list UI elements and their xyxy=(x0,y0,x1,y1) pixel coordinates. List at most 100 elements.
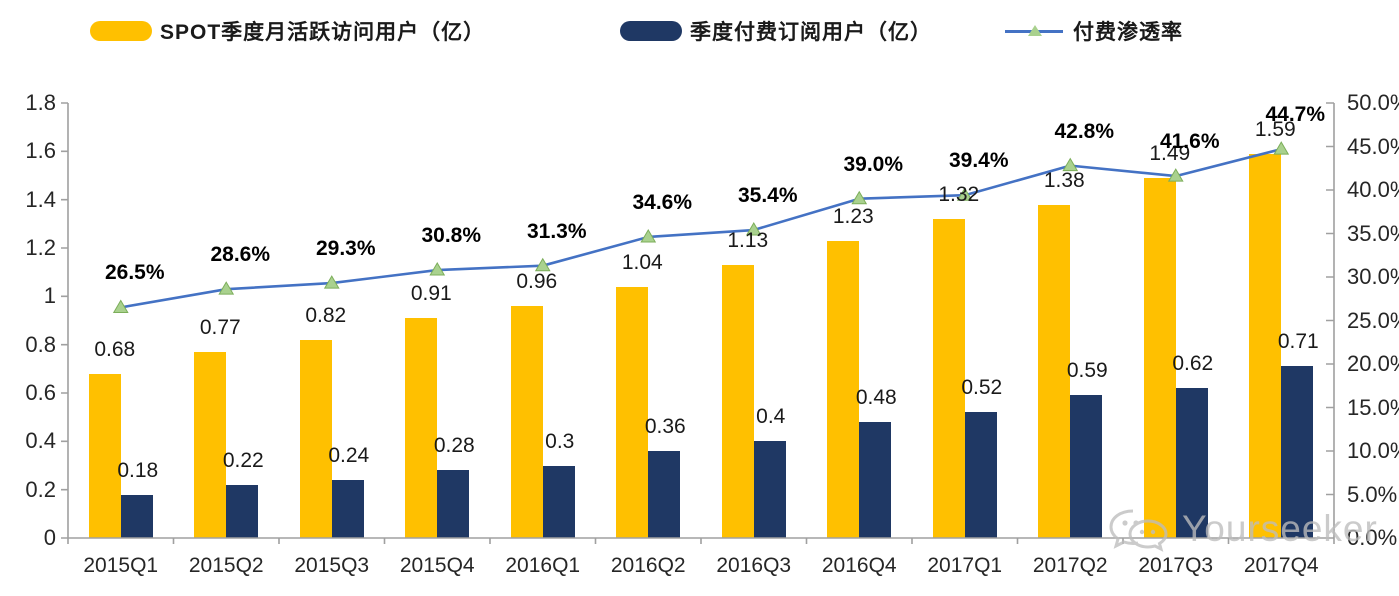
line-marker-swatch xyxy=(1005,21,1063,41)
right-axis-tick-label: 40.0% xyxy=(1347,177,1399,202)
subs-value-label: 0.62 xyxy=(1172,352,1214,376)
mau-bar xyxy=(405,318,438,538)
x-axis-category-label: 2016Q2 xyxy=(610,554,686,577)
wechat-icon xyxy=(1109,509,1168,552)
triangle-marker-icon xyxy=(745,222,762,236)
legend-item-subs: 季度付费订阅用户（亿） xyxy=(620,18,932,44)
subs-bar-swatch xyxy=(620,21,682,41)
right-axis-tick-label: 10.0% xyxy=(1347,438,1399,463)
subs-bar xyxy=(331,480,364,538)
left-axis-tick-label: 1.4 xyxy=(25,186,56,212)
mau-bar xyxy=(1249,153,1282,538)
chart-legend: SPOT季度月活跃访问用户（亿） 季度付费订阅用户（亿） 付费渗透率 xyxy=(0,0,1399,60)
subs-bar xyxy=(753,441,786,538)
legend-item-mau: SPOT季度月活跃访问用户（亿） xyxy=(90,18,485,44)
mau-bar xyxy=(932,219,965,538)
penetration-label: 44.7% xyxy=(1265,103,1326,127)
penetration-label: 42.8% xyxy=(1054,119,1115,143)
mau-value-label: 0.68 xyxy=(94,337,136,361)
penetration-label: 35.4% xyxy=(737,184,798,208)
subs-bar xyxy=(120,494,153,538)
triangle-marker-icon xyxy=(429,262,446,276)
x-axis-category-label: 2015Q3 xyxy=(294,554,370,577)
legend-label-mau: SPOT季度月活跃访问用户（亿） xyxy=(160,21,486,44)
watermark: Yourseeker xyxy=(1104,505,1378,553)
subs-bar xyxy=(437,470,470,538)
triangle-marker-icon xyxy=(1167,168,1184,182)
mau-value-label: 1.23 xyxy=(832,204,874,228)
mau-value-label: 1.38 xyxy=(1043,168,1085,192)
x-axis-category-label: 2015Q1 xyxy=(83,554,159,577)
watermark-text: Yourseeker xyxy=(1182,508,1378,549)
mau-bar xyxy=(721,264,754,538)
subs-value-label: 0.22 xyxy=(222,448,264,472)
mau-value-label: 1.04 xyxy=(621,250,663,274)
mau-bar xyxy=(194,351,227,538)
mau-bar xyxy=(299,339,332,538)
triangle-marker-icon xyxy=(640,228,657,243)
triangle-marker-icon xyxy=(218,281,235,295)
subs-value-label: 0.18 xyxy=(117,458,159,482)
subs-bar xyxy=(964,412,997,538)
legend-label-subs: 季度付费订阅用户（亿） xyxy=(690,21,932,44)
left-axis-tick-label: 0.2 xyxy=(25,476,56,502)
subs-bar xyxy=(1281,366,1314,538)
triangle-marker-icon xyxy=(1062,157,1079,172)
right-axis-tick-label: 50.0% xyxy=(1347,90,1399,115)
x-axis-category-label: 2015Q2 xyxy=(188,554,264,577)
penetration-label: 28.6% xyxy=(210,243,271,267)
mau-bar xyxy=(616,286,649,538)
mau-value-label: 1.59 xyxy=(1254,117,1296,141)
x-axis-category-label: 2017Q2 xyxy=(1032,554,1108,577)
penetration-label: 26.5% xyxy=(104,261,165,285)
mau-value-label: 0.77 xyxy=(199,315,241,339)
left-axis-tick-label: 0.6 xyxy=(25,380,56,405)
mau-bar xyxy=(1038,204,1071,538)
subs-bar xyxy=(1175,388,1208,538)
x-axis-category-label: 2017Q4 xyxy=(1243,554,1319,577)
mau-value-label: 1.32 xyxy=(938,183,980,206)
subs-value-label: 0.36 xyxy=(644,415,686,438)
penetration-label: 29.3% xyxy=(315,237,376,261)
left-axis-tick-label: 1.6 xyxy=(25,138,56,164)
right-axis-tick-label: 5.0% xyxy=(1347,481,1398,507)
right-axis-tick-label: 45.0% xyxy=(1347,133,1399,159)
mau-value-label: 0.96 xyxy=(516,270,558,293)
penetration-label: 30.8% xyxy=(421,224,482,248)
x-axis-category-label: 2015Q4 xyxy=(399,554,475,577)
penetration-label: 31.3% xyxy=(526,219,587,243)
left-axis-tick-label: 0.4 xyxy=(25,428,56,454)
triangle-marker-icon xyxy=(112,299,129,313)
subs-value-label: 0.28 xyxy=(433,434,475,458)
subs-bar xyxy=(1070,395,1103,538)
penetration-label: 39.4% xyxy=(948,149,1009,173)
right-axis-tick-label: 30.0% xyxy=(1347,264,1399,289)
mau-bar xyxy=(827,240,860,538)
subs-bar xyxy=(859,422,892,538)
triangle-marker-icon xyxy=(1028,25,1042,36)
left-axis-tick-label: 1.2 xyxy=(25,235,56,260)
penetration-label: 41.6% xyxy=(1159,130,1220,154)
left-axis-tick-label: 0 xyxy=(43,525,56,550)
subs-value-label: 0.52 xyxy=(961,376,1003,400)
mau-value-label: 1.13 xyxy=(727,228,769,252)
mau-value-label: 0.91 xyxy=(410,282,452,306)
mau-bar xyxy=(510,306,543,538)
penetration-label: 39.0% xyxy=(843,152,904,176)
mau-bar xyxy=(88,373,121,538)
triangle-marker-icon xyxy=(851,190,868,205)
penetration-label: 34.6% xyxy=(632,190,693,214)
x-axis-category-label: 2016Q1 xyxy=(505,554,581,577)
legend-item-penetration: 付费渗透率 xyxy=(1005,18,1183,44)
x-axis-category-label: 2017Q3 xyxy=(1138,554,1214,577)
x-axis-category-label: 2016Q3 xyxy=(716,554,792,577)
right-axis-tick-label: 0.0% xyxy=(1347,525,1398,550)
subs-value-label: 0.24 xyxy=(328,444,370,467)
subs-value-label: 0.48 xyxy=(855,386,897,409)
triangle-marker-icon xyxy=(956,187,973,201)
legend-label-penetration: 付费渗透率 xyxy=(1073,21,1183,44)
left-axis-tick-label: 1 xyxy=(43,283,56,309)
subs-value-label: 0.3 xyxy=(545,429,575,453)
